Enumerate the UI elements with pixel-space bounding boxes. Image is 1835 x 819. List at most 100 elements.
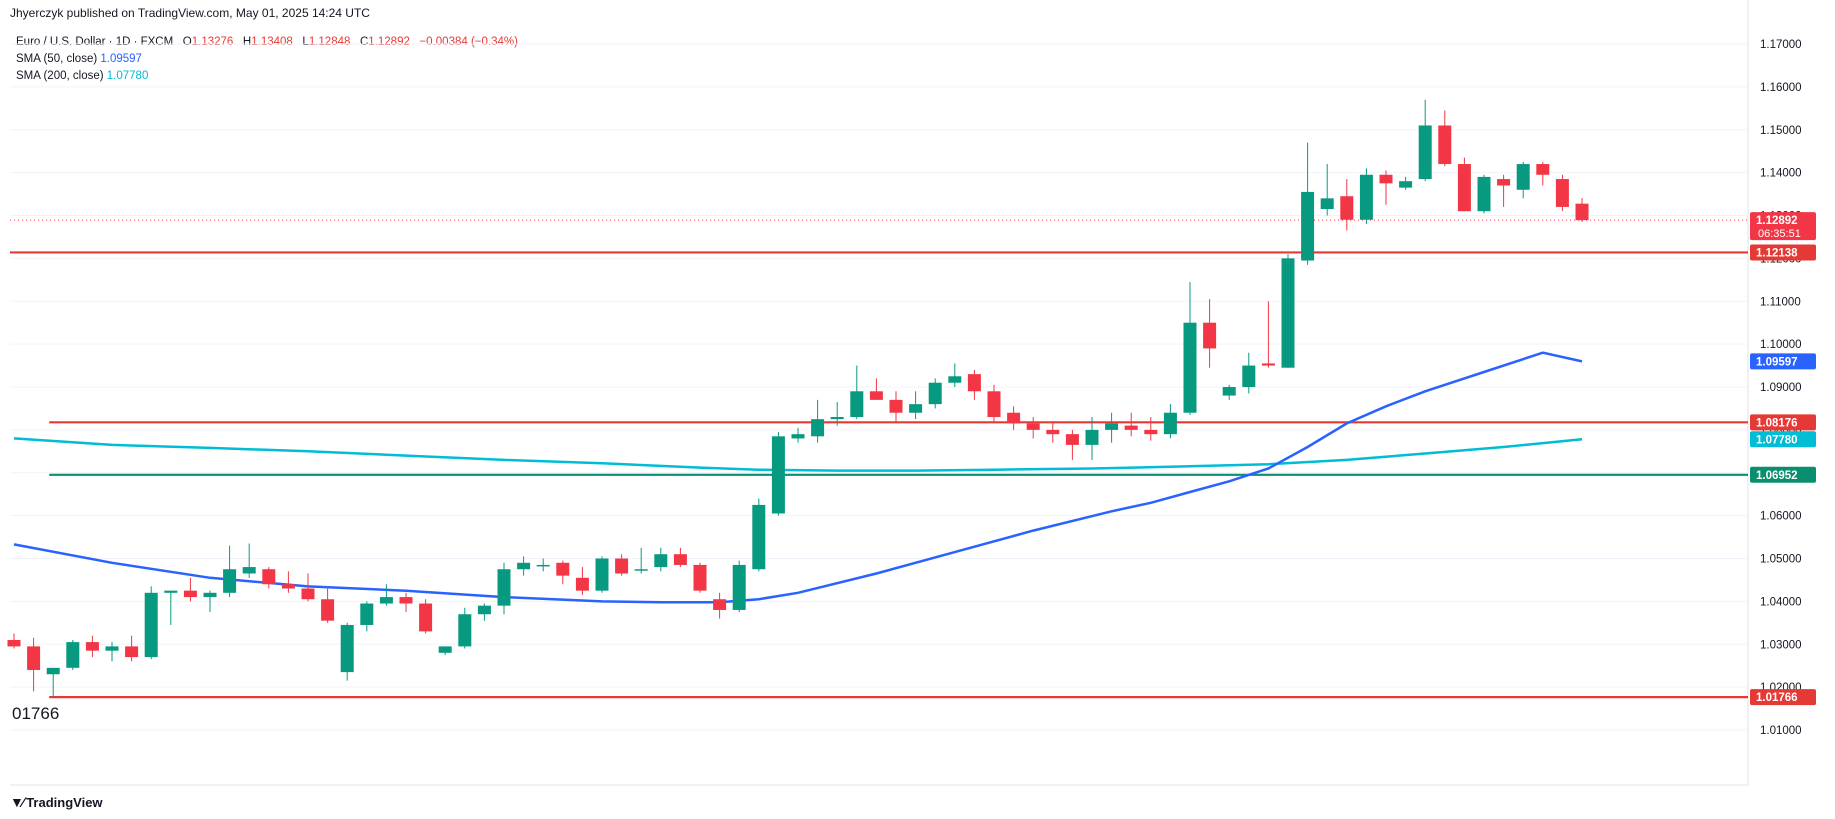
sma-badge-text: 1.09597 bbox=[1756, 356, 1798, 368]
level-badge-bg bbox=[1750, 466, 1816, 483]
candle-up bbox=[536, 558, 550, 572]
candle-down bbox=[693, 562, 707, 593]
candle-down bbox=[575, 567, 589, 595]
candle-body bbox=[1007, 412, 1021, 424]
tradingview-logo[interactable]: ▼⁄ TradingView bbox=[10, 794, 103, 810]
candle-body bbox=[281, 584, 295, 589]
candle-body bbox=[869, 391, 883, 400]
candle-up bbox=[948, 363, 962, 387]
symbol-row: Euro / U.S. Dollar · 1D · FXCM O1.13276 … bbox=[16, 34, 518, 51]
candle-body bbox=[497, 569, 511, 606]
publisher-line: Jhyerczyk published on TradingView.com, … bbox=[10, 6, 370, 20]
candle-up bbox=[1242, 352, 1256, 394]
candle-up bbox=[458, 607, 472, 649]
sma50-row[interactable]: SMA (50, close) 1.09597 bbox=[16, 51, 518, 68]
candle-down bbox=[889, 391, 903, 424]
candle-up bbox=[791, 427, 805, 443]
candle-down bbox=[27, 637, 41, 692]
y-tick-label: 1.09000 bbox=[1760, 382, 1802, 394]
candle-body bbox=[438, 646, 452, 653]
symbol-name[interactable]: Euro / U.S. Dollar · 1D · FXCM bbox=[16, 36, 174, 48]
level-badge-text: 1.12138 bbox=[1756, 247, 1798, 259]
candle-body bbox=[419, 603, 433, 632]
candle-up bbox=[1516, 161, 1530, 199]
level-badge: 1.12138 bbox=[1750, 244, 1816, 261]
candle-down bbox=[1497, 174, 1511, 207]
candle-body bbox=[1320, 198, 1334, 210]
candle-body bbox=[46, 667, 60, 675]
sma-badge-text: 1.07780 bbox=[1756, 434, 1798, 446]
candle-body bbox=[1340, 196, 1354, 220]
current-price-badge-bg bbox=[1750, 212, 1816, 241]
candle-body bbox=[203, 592, 217, 598]
y-tick-label: 1.05000 bbox=[1760, 554, 1802, 566]
candle-up bbox=[595, 556, 609, 593]
candle-body bbox=[144, 592, 158, 658]
candle-up bbox=[340, 622, 354, 681]
candle-body bbox=[1575, 203, 1589, 221]
candle-body bbox=[7, 639, 21, 647]
candle-up bbox=[909, 391, 923, 420]
sma-badge-bg bbox=[1750, 353, 1816, 370]
candle-up bbox=[771, 432, 785, 516]
level-badge-text: 1.06952 bbox=[1756, 470, 1798, 482]
candle-up bbox=[752, 498, 766, 572]
open-value: 1.13276 bbox=[191, 36, 234, 48]
y-tick-label: 1.15000 bbox=[1760, 125, 1802, 137]
candle-down bbox=[869, 378, 883, 400]
candle-up bbox=[634, 547, 648, 574]
candle-down bbox=[1007, 406, 1021, 430]
sma-badge-bg bbox=[1750, 431, 1816, 448]
candle-body bbox=[517, 562, 531, 570]
candle-down bbox=[1026, 417, 1040, 439]
candle-up bbox=[830, 402, 844, 426]
candle-body bbox=[223, 569, 237, 593]
candle-body bbox=[1497, 179, 1511, 186]
candle-down bbox=[1065, 429, 1079, 460]
candle-body bbox=[1438, 125, 1452, 165]
candle-down bbox=[1261, 301, 1275, 368]
candle-up bbox=[1222, 384, 1236, 400]
annotations: 01766 bbox=[12, 704, 59, 723]
change-value: −0.00384 (−0.34%) bbox=[419, 36, 518, 48]
candle-body bbox=[1301, 191, 1315, 261]
candle-down bbox=[1575, 198, 1589, 223]
sma200-label: SMA (200, close) bbox=[16, 70, 104, 82]
candle-body bbox=[1477, 176, 1491, 212]
candle-up bbox=[732, 560, 746, 613]
y-tick-label: 1.04000 bbox=[1760, 596, 1802, 608]
candle-body bbox=[301, 588, 315, 600]
candle-body bbox=[595, 558, 609, 591]
y-tick-label: 1.11000 bbox=[1760, 296, 1801, 308]
candle-body bbox=[242, 567, 256, 574]
sma200-value: 1.07780 bbox=[106, 70, 149, 82]
candle-body bbox=[791, 434, 805, 439]
candle-up bbox=[1477, 174, 1491, 214]
candle-up bbox=[1359, 168, 1373, 225]
candle-up bbox=[1320, 164, 1334, 216]
low-value: 1.12848 bbox=[308, 36, 351, 48]
candle-down bbox=[556, 560, 570, 585]
candle-body bbox=[1281, 258, 1295, 368]
candle-up bbox=[654, 547, 668, 572]
price-axis[interactable]: 1.010001.020001.030001.040001.050001.060… bbox=[1760, 39, 1802, 737]
candle-body bbox=[321, 599, 335, 621]
candle-up bbox=[164, 590, 178, 625]
candle-up bbox=[1399, 176, 1413, 190]
y-tick-label: 1.14000 bbox=[1760, 168, 1802, 180]
candle-up bbox=[203, 590, 217, 613]
candle-down bbox=[85, 635, 99, 658]
close-label: C bbox=[359, 36, 369, 48]
candle-body bbox=[85, 642, 99, 651]
candle-body bbox=[556, 562, 570, 576]
candle-body bbox=[1183, 322, 1197, 413]
candle-body bbox=[909, 404, 923, 413]
candle-body bbox=[379, 597, 393, 604]
candle-down bbox=[987, 384, 1001, 424]
sma200-row[interactable]: SMA (200, close) 1.07780 bbox=[16, 68, 518, 85]
candle-body bbox=[673, 554, 687, 565]
candle-layer bbox=[7, 99, 1589, 697]
candle-down bbox=[713, 592, 727, 619]
candle-down bbox=[967, 369, 981, 400]
